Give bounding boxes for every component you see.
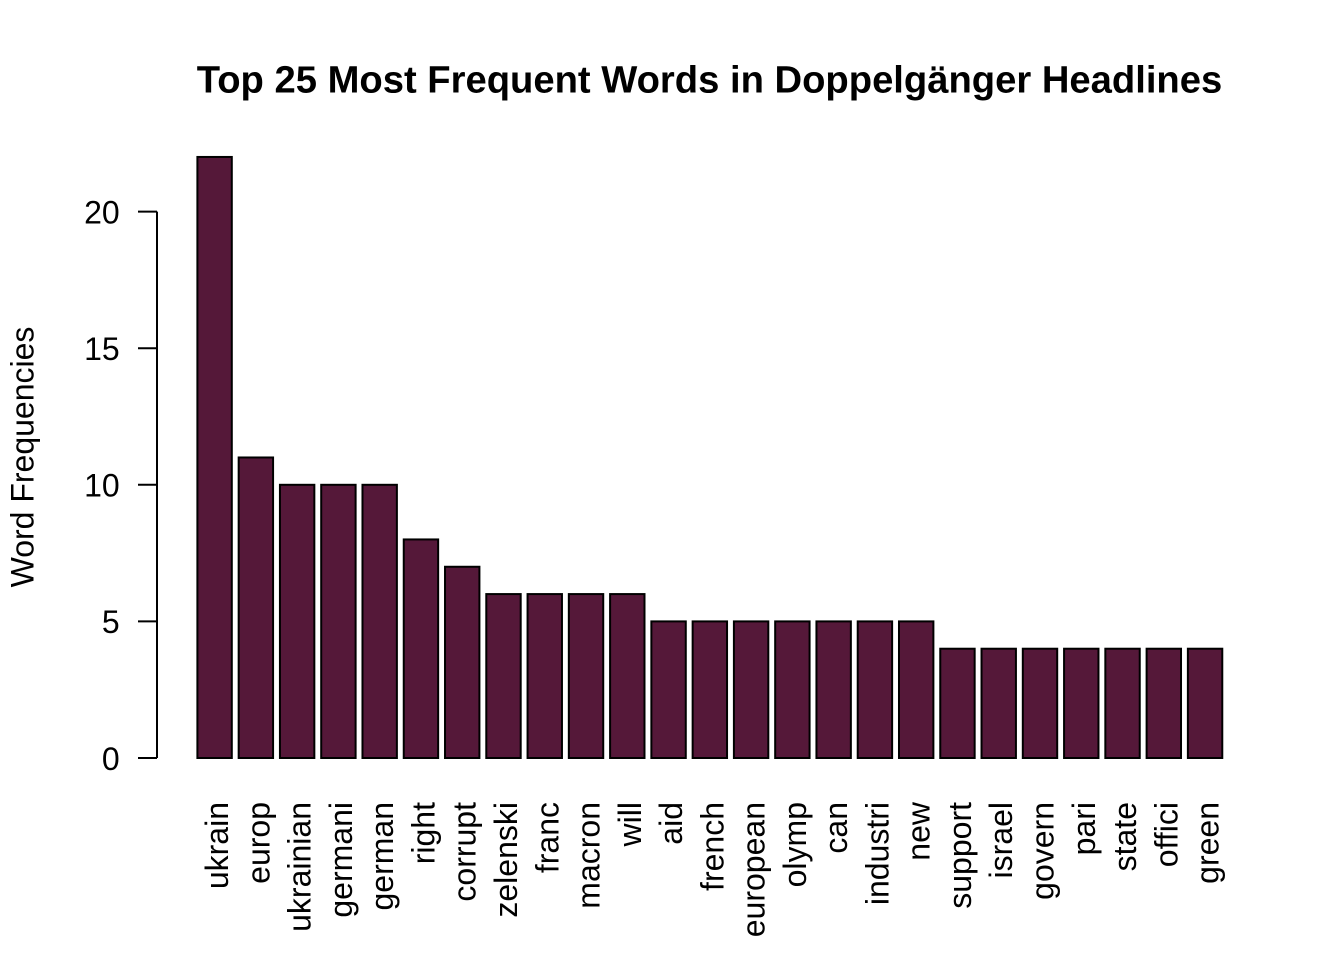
svg-text:european: european — [736, 802, 772, 937]
svg-text:15: 15 — [84, 331, 120, 367]
svg-text:govern: govern — [1025, 802, 1061, 900]
svg-text:20: 20 — [84, 194, 120, 230]
svg-text:franc: franc — [529, 802, 565, 873]
svg-text:pari: pari — [1066, 802, 1102, 855]
svg-text:olymp: olymp — [777, 802, 813, 887]
svg-text:support: support — [942, 802, 978, 909]
svg-text:green: green — [1190, 802, 1226, 884]
svg-text:europ: europ — [240, 802, 276, 884]
svg-text:ukrainian: ukrainian — [282, 802, 318, 932]
svg-text:macron: macron — [571, 802, 607, 909]
svg-text:french: french — [694, 802, 730, 891]
svg-text:state: state — [1107, 802, 1143, 871]
svg-text:german: german — [364, 802, 400, 911]
svg-text:Word Frequencies: Word Frequencies — [5, 327, 41, 588]
svg-text:germani: germani — [323, 802, 359, 918]
svg-text:new: new — [901, 801, 937, 861]
svg-text:ukrain: ukrain — [199, 802, 235, 889]
svg-text:0: 0 — [102, 741, 120, 777]
svg-text:israel: israel — [983, 802, 1019, 878]
svg-text:zelenski: zelenski — [488, 802, 524, 918]
svg-text:aid: aid — [653, 802, 689, 845]
svg-text:corrupt: corrupt — [447, 802, 483, 902]
svg-text:10: 10 — [84, 468, 120, 504]
svg-text:5: 5 — [102, 604, 120, 640]
svg-text:industri: industri — [859, 802, 895, 905]
svg-text:will: will — [612, 802, 648, 847]
svg-text:offici: offici — [1148, 802, 1184, 867]
svg-text:can: can — [818, 802, 854, 854]
svg-text:Top 25 Most Frequent Words in: Top 25 Most Frequent Words in Doppelgäng… — [197, 59, 1223, 102]
svg-text:right: right — [405, 802, 441, 864]
